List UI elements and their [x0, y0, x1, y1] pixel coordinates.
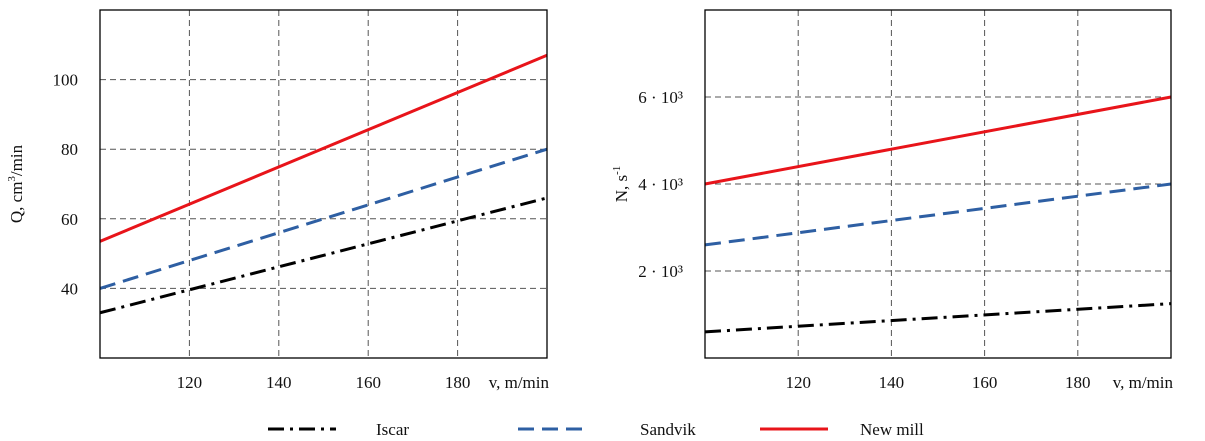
x-tick-label: 140: [266, 373, 292, 392]
legend: Iscar Sandvik New mill: [268, 420, 924, 439]
series-lines: [99, 53, 548, 315]
tick-labels: 120 140 160 180 40 60 80 100: [53, 71, 471, 392]
y-axis-label-sup: 3: [6, 176, 18, 182]
legend-label: Sandvik: [640, 420, 696, 439]
x-tick-label: 180: [445, 373, 471, 392]
plot-frame: [99, 9, 548, 359]
y-axis-label: Q, cm3/min: [6, 144, 26, 223]
y-tick-label: 80: [61, 140, 78, 159]
x-axis-label: v, m/min: [489, 373, 550, 392]
y-axis-label-tail: /min: [7, 144, 26, 176]
x-tick-label: 180: [1065, 373, 1091, 392]
y-tick-label: 100: [53, 71, 79, 90]
series-line-sandvik: [99, 147, 548, 290]
y-tick-label: 40: [61, 279, 78, 298]
grid: [100, 10, 547, 358]
tick-labels: 120 140 160 180 2 · 10³ 4 · 10³ 6 · 10³: [638, 88, 1090, 392]
y-tick-label: 60: [61, 210, 78, 229]
plot-frame: [704, 9, 1172, 359]
legend-label: Iscar: [376, 420, 409, 439]
series-lines: [704, 95, 1172, 334]
x-tick-label: 120: [177, 373, 203, 392]
x-tick-label: 160: [355, 373, 381, 392]
chart-right: 120 140 160 180 2 · 10³ 4 · 10³ 6 · 10³ v, m/m…: [611, 9, 1174, 392]
chart-left: 120 140 160 180 40 60 80 100 v, m/min Q, cm3/mi…: [6, 9, 550, 392]
y-axis-label-base: Q, cm: [7, 182, 26, 224]
series-line-sandvik: [704, 182, 1172, 247]
y-axis-label: N, s-1: [611, 166, 631, 203]
legend-label: New mill: [860, 420, 924, 439]
x-tick-label: 140: [879, 373, 905, 392]
series-line-new-mill: [704, 95, 1172, 186]
x-tick-label: 160: [972, 373, 998, 392]
y-tick-label: 4 · 10³: [638, 175, 683, 194]
y-axis-label-sup: -1: [611, 166, 623, 175]
x-tick-label: 120: [785, 373, 811, 392]
y-axis-label-base: N, s: [612, 175, 631, 202]
series-line-iscar: [704, 302, 1172, 334]
y-tick-label: 6 · 10³: [638, 88, 683, 107]
y-tick-label: 2 · 10³: [638, 262, 683, 281]
x-axis-label: v, m/min: [1113, 373, 1174, 392]
series-line-new-mill: [99, 53, 548, 243]
series-line-iscar: [99, 196, 548, 315]
grid: [705, 10, 1171, 358]
